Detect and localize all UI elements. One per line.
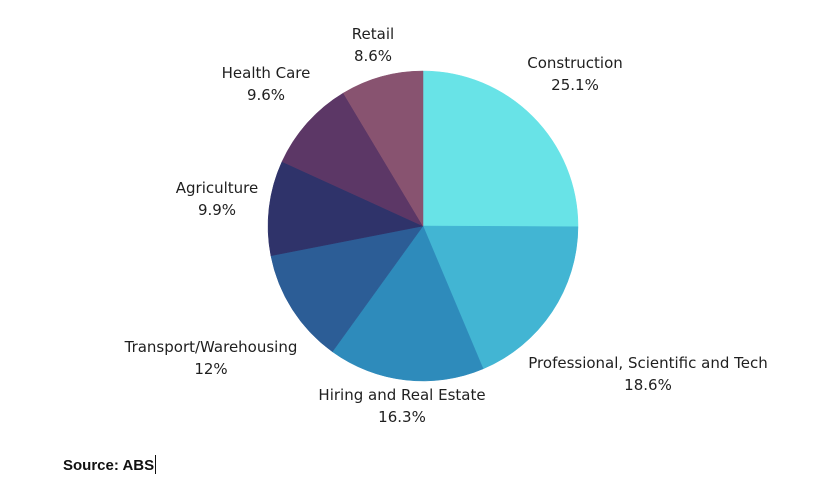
source-label: Source: ABS (63, 457, 155, 474)
label-transport: Transport/Warehousing 12% (125, 336, 298, 380)
label-professional: Professional, Scientific and Tech 18.6% (528, 352, 767, 396)
pie-slice-agriculture (267, 161, 424, 257)
pie-slice-hiring-and-real-estate (332, 225, 484, 382)
label-value: 18.6% (624, 376, 672, 394)
label-name: Hiring and Real Estate (318, 386, 486, 404)
label-agriculture: Agriculture 9.9% (176, 177, 259, 221)
label-name: Professional, Scientific and Tech (528, 354, 768, 372)
label-name: Health Care (221, 64, 311, 82)
pie-slice-transport-warehousing (270, 225, 424, 353)
pie-slice-construction (422, 70, 579, 227)
label-name: Transport/Warehousing (124, 338, 298, 356)
label-value: 16.3% (378, 408, 426, 426)
label-value: 12% (194, 360, 228, 378)
text-cursor (155, 455, 157, 474)
label-name: Retail (351, 25, 395, 43)
source-text-box[interactable]: Source: ABS (63, 455, 157, 474)
label-value: 8.6% (353, 47, 393, 65)
label-health-care: Health Care 9.6% (222, 62, 311, 106)
pie-slice-health-care (281, 92, 424, 227)
pie-slice-professional-scientific-and-tech (422, 225, 579, 370)
label-retail: Retail 8.6% (352, 23, 394, 67)
pie-slice-retail (342, 70, 424, 227)
label-value: 9.6% (246, 86, 286, 104)
label-value: 25.1% (551, 76, 599, 94)
label-name: Construction (527, 54, 623, 72)
label-construction: Construction 25.1% (527, 52, 623, 96)
label-hiring-real-estate: Hiring and Real Estate 16.3% (318, 384, 485, 428)
label-name: Agriculture (175, 179, 259, 197)
label-value: 9.9% (197, 201, 237, 219)
